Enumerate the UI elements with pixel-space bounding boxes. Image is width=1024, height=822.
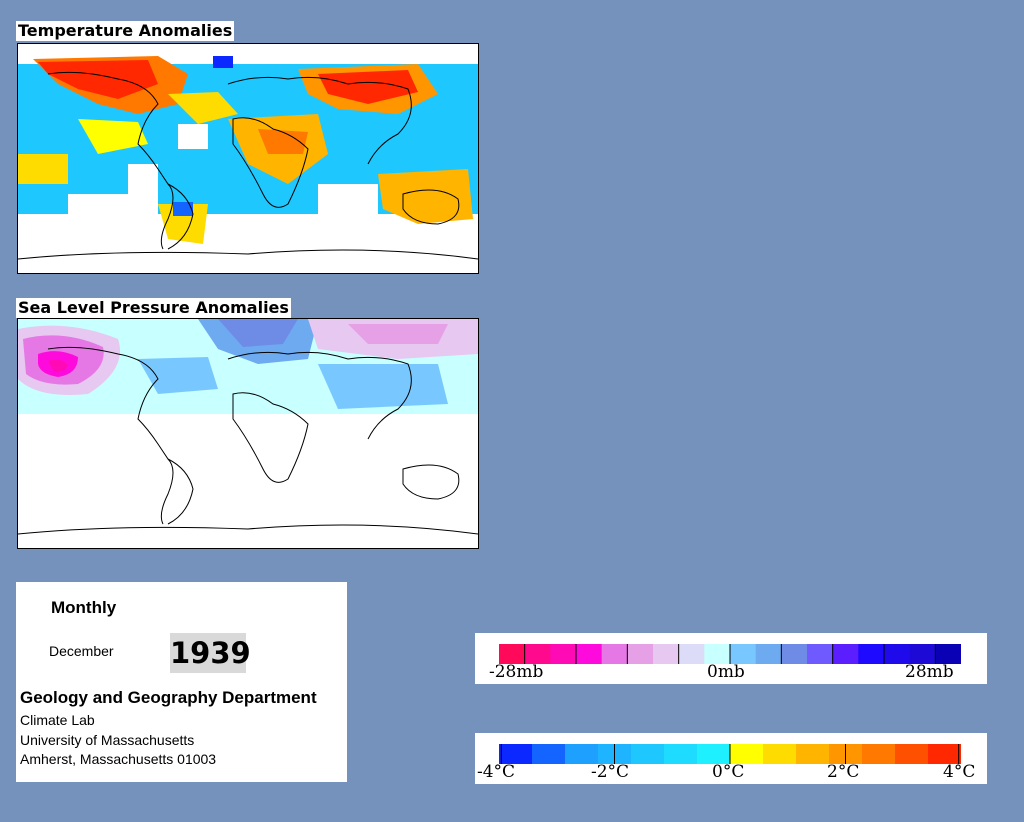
pressure-colorbar-swatch [781, 644, 808, 664]
temperature-colorbar-swatch [499, 744, 533, 764]
info-box: Monthly December 1939 Geology and Geogra… [16, 582, 347, 782]
coastlines [18, 71, 478, 260]
temperature-colorbar-swatch [631, 744, 665, 764]
pressure-colorbar-swatch [627, 644, 654, 664]
pressure-map [17, 318, 479, 549]
temperature-tick-0: 0°C [712, 762, 745, 782]
pressure-anomaly-field [18, 319, 478, 548]
temperature-colorbar-swatch [796, 744, 830, 764]
pressure-colorbar-swatch [499, 644, 526, 664]
pressure-colorbar-swatch [807, 644, 834, 664]
temperature-colorbar-swatch [895, 744, 929, 764]
pressure-tick-min: -28mb [489, 662, 544, 682]
temperature-tick-4: 4°C [943, 762, 976, 782]
temperature-title: Temperature Anomalies [16, 21, 235, 41]
pressure-title: Sea Level Pressure Anomalies [16, 298, 291, 318]
temperature-map [17, 43, 479, 274]
year-label: 1939 [170, 633, 251, 673]
pressure-colorbar-swatch [653, 644, 680, 664]
pressure-colorbar-swatch [755, 644, 782, 664]
temperature-colorbar [499, 744, 961, 764]
temperature-colorbar-swatch [730, 744, 764, 764]
lab-label: Climate Lab [20, 712, 95, 728]
department-label: Geology and Geography Department [20, 688, 317, 707]
pressure-colorbar-swatch [884, 644, 911, 664]
pressure-colorbar-swatch [524, 644, 551, 664]
pressure-colorbar-swatch [550, 644, 577, 664]
pressure-colorbar-swatch [678, 644, 705, 664]
temperature-tick-m2: -2°C [591, 762, 630, 782]
temperature-colorbar-swatch [862, 744, 896, 764]
temperature-colorbar-swatch [697, 744, 731, 764]
university-label: University of Massachusetts [20, 732, 195, 748]
pressure-tick-zero: 0mb [707, 662, 745, 682]
temperature-colorbar-swatch [763, 744, 797, 764]
pressure-colorbar-swatch [704, 644, 731, 664]
temperature-colorbar-swatch [664, 744, 698, 764]
temperature-tick-2: 2°C [827, 762, 860, 782]
temperature-colorbar-swatch [532, 744, 566, 764]
coastlines [18, 346, 478, 535]
pressure-colorbar-swatch [601, 644, 628, 664]
pressure-anomaly-map [18, 319, 478, 548]
pressure-colorbar-swatch [909, 644, 936, 664]
temperature-colorbar-swatch [928, 744, 961, 764]
pressure-colorbar-swatch [935, 644, 961, 664]
pressure-colorbar-swatch [730, 644, 757, 664]
temperature-legend: -4°C -2°C 0°C 2°C 4°C [475, 733, 987, 784]
temperature-anomaly-field [18, 44, 478, 254]
temperature-tick-m4: -4°C [477, 762, 516, 782]
pressure-colorbar [499, 644, 961, 664]
pressure-tick-max: 28mb [905, 662, 954, 682]
temperature-anomaly-map [18, 44, 478, 260]
pressure-colorbar-swatch [576, 644, 603, 664]
pressure-colorbar-swatch [832, 644, 859, 664]
pressure-colorbar-swatch [858, 644, 885, 664]
temperature-colorbar-swatch [565, 744, 599, 764]
month-label: December [49, 643, 114, 659]
frequency-label: Monthly [51, 598, 117, 617]
pressure-legend: -28mb 0mb 28mb [475, 633, 987, 684]
address-label: Amherst, Massachusetts 01003 [20, 751, 217, 767]
